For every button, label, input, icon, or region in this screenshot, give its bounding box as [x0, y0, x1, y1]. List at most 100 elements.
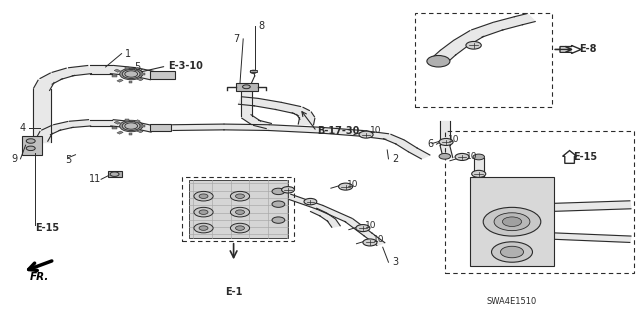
Text: E-3-10: E-3-10	[168, 61, 202, 71]
Circle shape	[199, 194, 208, 198]
Text: E-15: E-15	[35, 223, 60, 233]
Polygon shape	[327, 219, 340, 227]
Bar	[117, 79, 124, 82]
Polygon shape	[383, 134, 404, 144]
Text: SWA4E1510: SWA4E1510	[486, 297, 537, 306]
Polygon shape	[319, 127, 362, 136]
Text: FR.: FR.	[30, 272, 49, 282]
Circle shape	[26, 139, 35, 143]
Polygon shape	[224, 124, 269, 130]
Bar	[125, 67, 129, 69]
Polygon shape	[110, 65, 136, 76]
Circle shape	[272, 188, 285, 195]
Polygon shape	[319, 213, 335, 221]
Circle shape	[359, 131, 373, 138]
Text: E-1: E-1	[225, 287, 243, 297]
Circle shape	[250, 70, 257, 73]
Polygon shape	[242, 115, 260, 124]
Polygon shape	[69, 120, 91, 128]
Polygon shape	[297, 112, 314, 119]
Polygon shape	[253, 99, 281, 109]
Circle shape	[439, 153, 451, 159]
Circle shape	[494, 213, 530, 231]
Text: E-8: E-8	[579, 44, 596, 55]
Polygon shape	[40, 73, 62, 84]
Bar	[189, 180, 288, 238]
Bar	[134, 120, 140, 123]
Text: 11: 11	[88, 174, 101, 184]
Bar	[108, 171, 122, 177]
Circle shape	[282, 187, 294, 193]
Polygon shape	[553, 233, 631, 242]
Text: 4: 4	[19, 122, 26, 133]
Circle shape	[26, 146, 35, 151]
Text: 9: 9	[11, 154, 17, 164]
Polygon shape	[474, 158, 484, 177]
Bar	[114, 69, 120, 72]
Bar	[150, 71, 175, 79]
Polygon shape	[440, 145, 452, 158]
Bar	[470, 177, 554, 266]
Bar	[114, 121, 120, 124]
Circle shape	[483, 207, 541, 236]
Circle shape	[230, 207, 250, 217]
Circle shape	[500, 246, 524, 258]
Circle shape	[122, 122, 140, 130]
Polygon shape	[360, 130, 388, 139]
Polygon shape	[68, 65, 92, 76]
Circle shape	[272, 217, 285, 223]
Polygon shape	[396, 140, 417, 152]
Text: 10: 10	[370, 126, 381, 135]
Circle shape	[199, 226, 208, 230]
Text: 6: 6	[427, 139, 433, 149]
Polygon shape	[292, 108, 309, 116]
Circle shape	[466, 41, 481, 49]
Circle shape	[199, 210, 208, 214]
Polygon shape	[440, 121, 449, 145]
Polygon shape	[345, 219, 372, 236]
Bar	[236, 83, 258, 91]
Bar	[445, 131, 634, 273]
Polygon shape	[42, 125, 61, 135]
Polygon shape	[54, 122, 73, 130]
Polygon shape	[364, 233, 385, 245]
Bar	[129, 81, 132, 83]
Text: 10: 10	[365, 221, 376, 230]
Bar	[137, 130, 143, 133]
Polygon shape	[298, 118, 315, 125]
Bar	[129, 133, 132, 135]
Circle shape	[230, 223, 250, 233]
Circle shape	[194, 191, 213, 201]
Polygon shape	[553, 201, 631, 211]
Bar	[182, 177, 294, 241]
Circle shape	[120, 68, 143, 80]
Circle shape	[439, 138, 453, 145]
Polygon shape	[132, 122, 156, 132]
Polygon shape	[317, 205, 352, 222]
Circle shape	[125, 71, 138, 77]
Circle shape	[236, 194, 244, 198]
Polygon shape	[241, 89, 252, 116]
Polygon shape	[275, 102, 301, 114]
Circle shape	[472, 170, 486, 177]
Polygon shape	[35, 131, 52, 141]
Text: B-17-30: B-17-30	[317, 126, 359, 137]
Text: 10: 10	[372, 235, 384, 244]
Polygon shape	[454, 31, 484, 46]
Polygon shape	[173, 124, 224, 130]
Polygon shape	[90, 120, 112, 126]
Bar	[137, 78, 143, 81]
Circle shape	[455, 153, 469, 160]
Bar	[250, 70, 257, 72]
Polygon shape	[285, 194, 323, 209]
Bar	[140, 125, 145, 127]
Polygon shape	[33, 89, 51, 142]
Bar	[125, 119, 129, 121]
Circle shape	[120, 120, 143, 132]
Polygon shape	[268, 125, 321, 133]
Text: 5: 5	[65, 155, 72, 165]
Bar	[112, 75, 117, 77]
Circle shape	[230, 191, 250, 201]
Polygon shape	[440, 41, 468, 55]
Circle shape	[236, 226, 244, 230]
